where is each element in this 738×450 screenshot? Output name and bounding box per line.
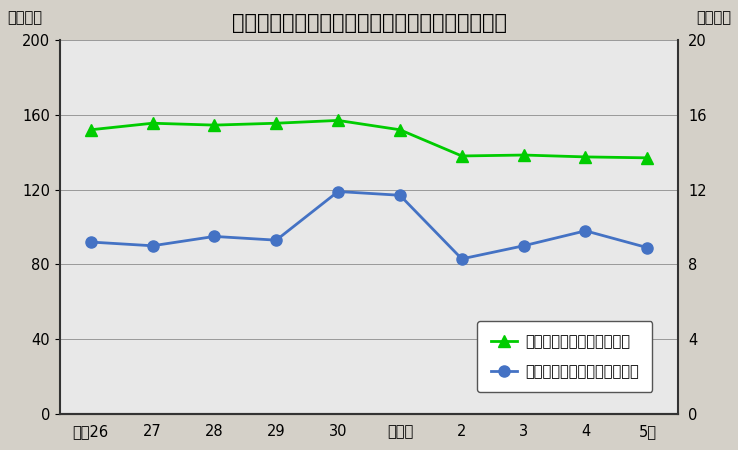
Title: 総実労働時間と所定外労働時間の推移（鳥取県）: 総実労働時間と所定外労働時間の推移（鳥取県）	[232, 13, 506, 33]
Legend: 総実労働時間（左目盛り）, 所定外労働時間（右目盛り）: 総実労働時間（左目盛り）, 所定外労働時間（右目盛り）	[477, 321, 652, 392]
総実労働時間（左目盛り）	[520, 153, 528, 158]
総実労働時間（左目盛り）	[581, 154, 590, 160]
所定外労働時間（右目盛り）	[396, 193, 404, 198]
総実労働時間（左目盛り）	[458, 153, 466, 159]
所定外労働時間（右目盛り）	[272, 238, 280, 243]
所定外労働時間（右目盛り）	[210, 234, 218, 239]
総実労働時間（左目盛り）	[643, 155, 652, 161]
所定外労働時間（右目盛り）	[520, 243, 528, 248]
総実労働時間（左目盛り）	[334, 118, 342, 123]
Text: （時間）: （時間）	[696, 10, 731, 25]
所定外労働時間（右目盛り）	[643, 245, 652, 250]
総実労働時間（左目盛り）	[86, 127, 95, 132]
所定外労働時間（右目盛り）	[581, 228, 590, 234]
所定外労働時間（右目盛り）	[86, 239, 95, 245]
総実労働時間（左目盛り）	[396, 127, 404, 132]
総実労働時間（左目盛り）	[272, 121, 280, 126]
所定外労働時間（右目盛り）	[458, 256, 466, 261]
所定外労働時間（右目盛り）	[148, 243, 157, 248]
Line: 所定外労働時間（右目盛り）: 所定外労働時間（右目盛り）	[85, 186, 653, 265]
総実労働時間（左目盛り）	[148, 121, 157, 126]
Text: （時間）: （時間）	[7, 10, 42, 25]
総実労働時間（左目盛り）	[210, 122, 218, 128]
Line: 総実労働時間（左目盛り）: 総実労働時間（左目盛り）	[85, 115, 653, 163]
所定外労働時間（右目盛り）	[334, 189, 342, 194]
